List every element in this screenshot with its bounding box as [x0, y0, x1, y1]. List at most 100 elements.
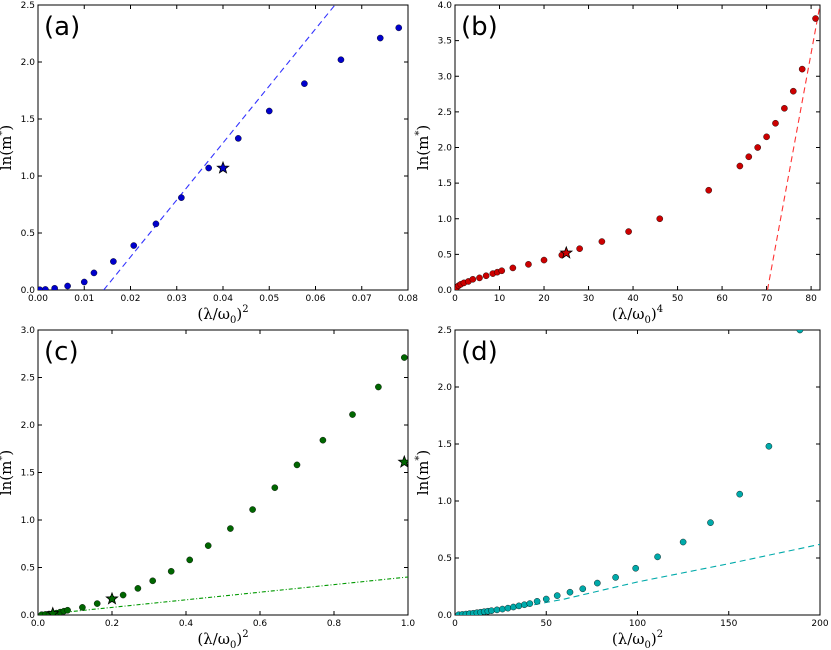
x-tick-label: 0.01: [74, 294, 94, 304]
panel-label: (d): [461, 337, 498, 367]
x-tick-label: 0.2: [105, 619, 119, 629]
x-tick-label: 20: [538, 294, 550, 304]
star-marker: [45, 606, 60, 615]
y-tick-label: 0.0: [438, 611, 453, 621]
y-tick-label: 3.5: [438, 37, 452, 47]
plot-area: [38, 5, 403, 290]
y-tick-label: 0.0: [438, 286, 453, 296]
data-point: [553, 592, 561, 599]
y-tick-label: 0.5: [438, 554, 452, 564]
y-tick-label: 2.0: [21, 421, 36, 431]
y-tick-label: 1.5: [438, 440, 452, 450]
data-point: [249, 506, 256, 513]
y-tick-label: 1.5: [21, 115, 35, 125]
data-point: [754, 144, 761, 151]
data-point: [499, 605, 506, 613]
data-point: [293, 461, 301, 469]
data-point: [469, 276, 477, 283]
data-point: [504, 604, 512, 612]
x-axis-label: (λ/ω0)2: [197, 304, 248, 326]
x-tick-label: 60: [716, 294, 728, 304]
x-tick-label: 0.4: [179, 619, 194, 629]
data-point: [79, 604, 86, 611]
data-point: [612, 574, 619, 581]
panel-label: (c): [44, 337, 79, 367]
y-tick-label: 2.5: [21, 374, 35, 384]
data-point: [64, 282, 71, 290]
data-point: [679, 538, 687, 546]
x-tick-label: 0.00: [28, 294, 48, 304]
data-point: [812, 15, 819, 22]
y-tick-label: 0.0: [21, 286, 36, 296]
y-tick-label: 2.5: [438, 108, 452, 118]
y-axis-label: ln(m*): [0, 125, 15, 170]
data-point: [493, 606, 501, 614]
fit-line: [103, 5, 336, 290]
x-tick-label: 50: [541, 619, 553, 629]
data-point: [656, 215, 664, 223]
data-point: [205, 164, 212, 172]
y-tick-label: 0.5: [438, 250, 452, 260]
data-point: [149, 577, 156, 585]
star-marker: [216, 160, 230, 174]
y-tick-label: 2.0: [438, 383, 453, 393]
star-marker: [105, 591, 119, 605]
data-point: [395, 24, 403, 32]
plot-frame: [37, 4, 409, 291]
data-point: [598, 238, 606, 245]
x-tick-label: 0.08: [398, 294, 418, 304]
x-tick-label: 0: [452, 619, 458, 629]
data-point: [80, 278, 88, 286]
data-point: [234, 135, 242, 142]
data-point: [736, 162, 744, 170]
y-tick-label: 0.5: [21, 564, 35, 574]
x-axis-label: (λ/ω0)2: [612, 629, 663, 650]
y-tick-label: 2.5: [21, 1, 35, 11]
y-tick-label: 2.0: [438, 144, 453, 154]
x-tick-label: 0.8: [327, 619, 342, 629]
panel-c: 0.0 0.2 0.4 0.6 0.8 1.0 0.0 0.5 1.0 1.5 2.0 2.5 3.0 (…: [0, 326, 415, 650]
fit-line: [38, 576, 408, 615]
data-point: [765, 442, 773, 450]
data-point: [64, 606, 71, 614]
plot-frame: [454, 329, 821, 616]
data-point: [90, 269, 98, 277]
data-point: [93, 600, 101, 607]
data-point: [178, 194, 185, 201]
x-tick-label: 0.04: [213, 294, 233, 304]
x-tick-label: 0.0: [31, 619, 46, 629]
y-tick-label: 2.5: [438, 326, 452, 336]
x-tick-label: 0.06: [305, 294, 325, 304]
data-point: [763, 133, 770, 141]
y-tick-label: 1.0: [438, 497, 453, 507]
y-tick-label: 1.0: [21, 516, 36, 526]
data-point: [566, 588, 574, 596]
data-point: [271, 484, 279, 492]
x-tick-label: 0.07: [352, 294, 372, 304]
y-axis-label: ln(m*): [414, 450, 432, 495]
panel-label: (b): [461, 12, 498, 42]
x-tick-label: 0.02: [120, 294, 140, 304]
data-point: [186, 556, 193, 564]
data-point: [521, 601, 528, 609]
data-point: [625, 228, 632, 235]
star-marker: [559, 245, 574, 259]
data-point: [705, 186, 713, 194]
data-point: [579, 585, 587, 593]
x-tick-label: 100: [629, 619, 646, 629]
data-point: [542, 595, 550, 603]
panel-a: 0.00 0.01 0.02 0.03 0.04 0.05 0.06 0.07 0.08 0.0 0…: [0, 1, 418, 326]
x-tick-label: 70: [761, 294, 773, 304]
x-tick-label: 30: [583, 294, 595, 304]
panel-label: (a): [44, 12, 80, 42]
data-point: [654, 553, 661, 561]
y-tick-label: 0.0: [21, 611, 36, 621]
x-tick-label: 40: [627, 294, 639, 304]
data-point: [525, 261, 532, 268]
y-axis-label: ln(m*): [414, 125, 432, 170]
y-tick-label: 3.0: [21, 326, 36, 336]
x-axis-label: (λ/ω0)4: [612, 304, 663, 326]
data-point: [152, 220, 160, 228]
x-tick-label: 0: [452, 294, 458, 304]
data-point: [594, 579, 601, 587]
